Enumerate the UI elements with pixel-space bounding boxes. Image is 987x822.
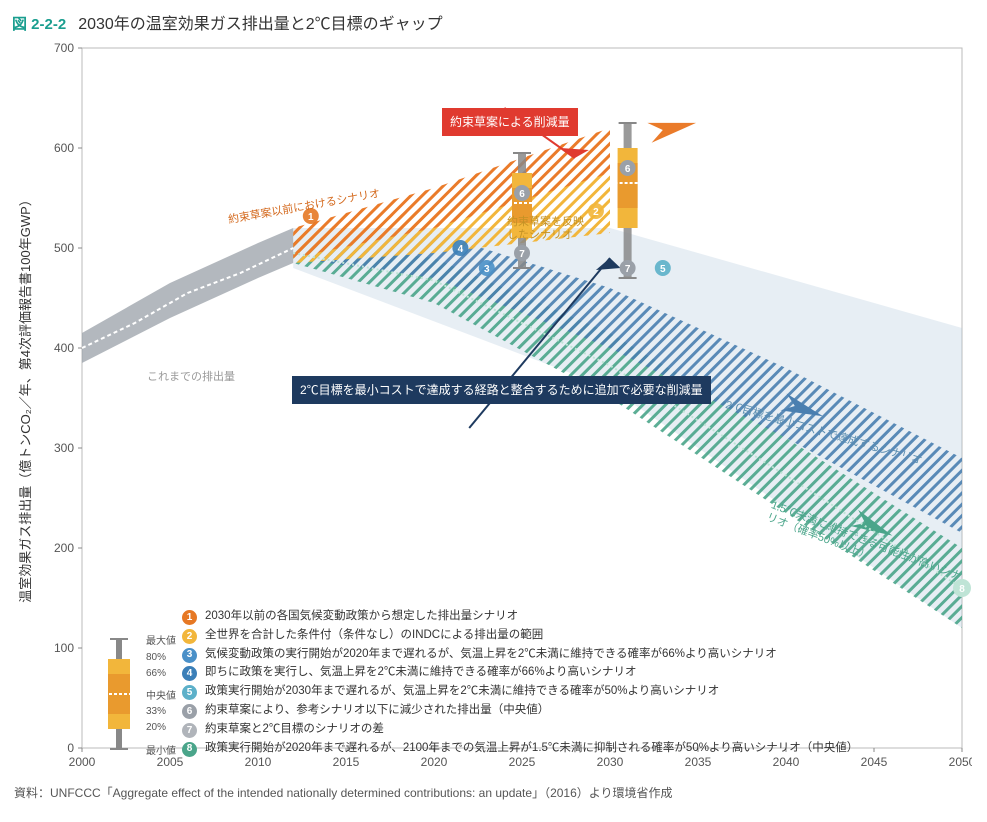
figure-title: 2030年の温室効果ガス排出量と2℃目標のギャップ	[78, 10, 443, 34]
svg-text:500: 500	[54, 241, 74, 255]
legend-item: 1 2030年以前の各国気候変動政策から想定した排出量シナリオ	[182, 608, 858, 626]
callout-reduction-indc: 約束草案による削減量	[442, 108, 578, 136]
legend-text: 約束草案により、参考シナリオ以下に減少された排出量（中央値）	[205, 702, 549, 720]
svg-text:200: 200	[54, 541, 74, 555]
callout-gap-2c: 2℃目標を最小コストで達成する経路と整合するために追加で必要な削減量	[292, 376, 711, 404]
legend-item: 8 政策実行開始が2020年まで遅れるが、2100年までの気温上昇が1.5℃未満に…	[182, 740, 858, 758]
svg-text:4: 4	[458, 244, 464, 255]
legend-item: 3 気候変動政策の実行開始が2020年まで遅れるが、気温上昇を2℃未満に維持できる…	[182, 646, 858, 664]
legend-item: 2 全世界を合計した条件付（条件なし）のINDCによる排出量の範囲	[182, 627, 858, 645]
legend-bullet: 1	[182, 610, 197, 625]
svg-text:2000: 2000	[69, 755, 96, 769]
label-historical: これまでの排出量	[147, 368, 235, 384]
legend-text: 2030年以前の各国気候変動政策から想定した排出量シナリオ	[205, 608, 518, 626]
title-row: 図 2-2-2 2030年の温室効果ガス排出量と2℃目標のギャップ	[12, 10, 975, 34]
svg-text:6: 6	[519, 189, 525, 200]
svg-text:7: 7	[519, 249, 525, 260]
legend-boxkey: 最大値 80% 66% 中央値 33% 20% 最小値	[94, 634, 144, 757]
figure-container: 図 2-2-2 2030年の温室効果ガス排出量と2℃目標のギャップ 0 100 20…	[0, 0, 987, 822]
legend-text: 政策実行開始が2020年まで遅れるが、2100年までの気温上昇が1.5℃未満に抑…	[205, 740, 858, 758]
legend-text: 約束草案と2℃目標のシナリオの差	[205, 721, 384, 739]
svg-text:600: 600	[54, 141, 74, 155]
boxkey-max: 最大値	[146, 632, 176, 647]
boxkey-66: 66%	[146, 668, 166, 679]
svg-text:100: 100	[54, 641, 74, 655]
legend-boxkey-svg	[94, 634, 144, 754]
legend-bullet: 7	[182, 723, 197, 738]
boxkey-20: 20%	[146, 722, 166, 733]
legend-item: 4 即ちに政策を実行し、気温上昇を2℃未満に維持できる確率が66%より高いシナリオ	[182, 664, 858, 682]
svg-text:3: 3	[484, 264, 490, 275]
legend-item: 6 約束草案により、参考シナリオ以下に減少された排出量（中央値）	[182, 702, 858, 720]
figure-source: 資料：UNFCCC「Aggregate effect of the intend…	[12, 778, 975, 801]
boxkey-33: 33%	[146, 706, 166, 717]
plot-wrap: 0100200300400500600700200020052010201520…	[12, 38, 972, 778]
figure-number: 図 2-2-2	[12, 13, 66, 34]
svg-text:1: 1	[308, 212, 314, 223]
boxkey-80: 80%	[146, 652, 166, 663]
legend-bullet: 8	[182, 742, 197, 757]
legend-bullet: 6	[182, 704, 197, 719]
legend-bullet: 5	[182, 685, 197, 700]
legend-text: 気候変動政策の実行開始が2020年まで遅れるが、気温上昇を2℃未満に維持できる確…	[205, 646, 777, 664]
boxkey-median: 中央値	[146, 687, 176, 702]
svg-text:6: 6	[625, 164, 631, 175]
svg-text:温室効果ガス排出量（億トンCO₂／年、第4次評価報告書100: 温室効果ガス排出量（億トンCO₂／年、第4次評価報告書100年GWP）	[18, 193, 33, 603]
legend-text: 政策実行開始が2030年まで遅れるが、気温上昇を2℃未満に維持できる確率が50%…	[205, 683, 719, 701]
legend-bullet: 3	[182, 648, 197, 663]
svg-text:0: 0	[67, 741, 74, 755]
legend-bullet: 4	[182, 666, 197, 681]
callout-gap-2c-text: 2℃目標を最小コストで達成する経路と整合するために追加で必要な削減量	[300, 383, 703, 397]
svg-text:5: 5	[660, 264, 666, 275]
boxkey-min: 最小値	[146, 742, 176, 757]
legend-text: 全世界を合計した条件付（条件なし）のINDCによる排出量の範囲	[205, 627, 543, 645]
svg-text:2050: 2050	[949, 755, 972, 769]
svg-text:2045: 2045	[861, 755, 888, 769]
legend-item: 5 政策実行開始が2030年まで遅れるが、気温上昇を2℃未満に維持できる確率が50…	[182, 683, 858, 701]
legend-text: 即ちに政策を実行し、気温上昇を2℃未満に維持できる確率が66%より高いシナリオ	[205, 664, 636, 682]
svg-text:7: 7	[625, 264, 631, 275]
legend-item: 7 約束草案と2℃目標のシナリオの差	[182, 721, 858, 739]
legend: 1 2030年以前の各国気候変動政策から想定した排出量シナリオ 2 全世界を合計した条…	[182, 608, 858, 759]
legend-bullet: 2	[182, 629, 197, 644]
svg-text:2005: 2005	[157, 755, 184, 769]
svg-text:300: 300	[54, 441, 74, 455]
svg-text:2: 2	[593, 207, 599, 218]
svg-text:700: 700	[54, 41, 74, 55]
svg-text:400: 400	[54, 341, 74, 355]
label-indc: 約束草案を反映したシナリオ	[507, 216, 587, 242]
